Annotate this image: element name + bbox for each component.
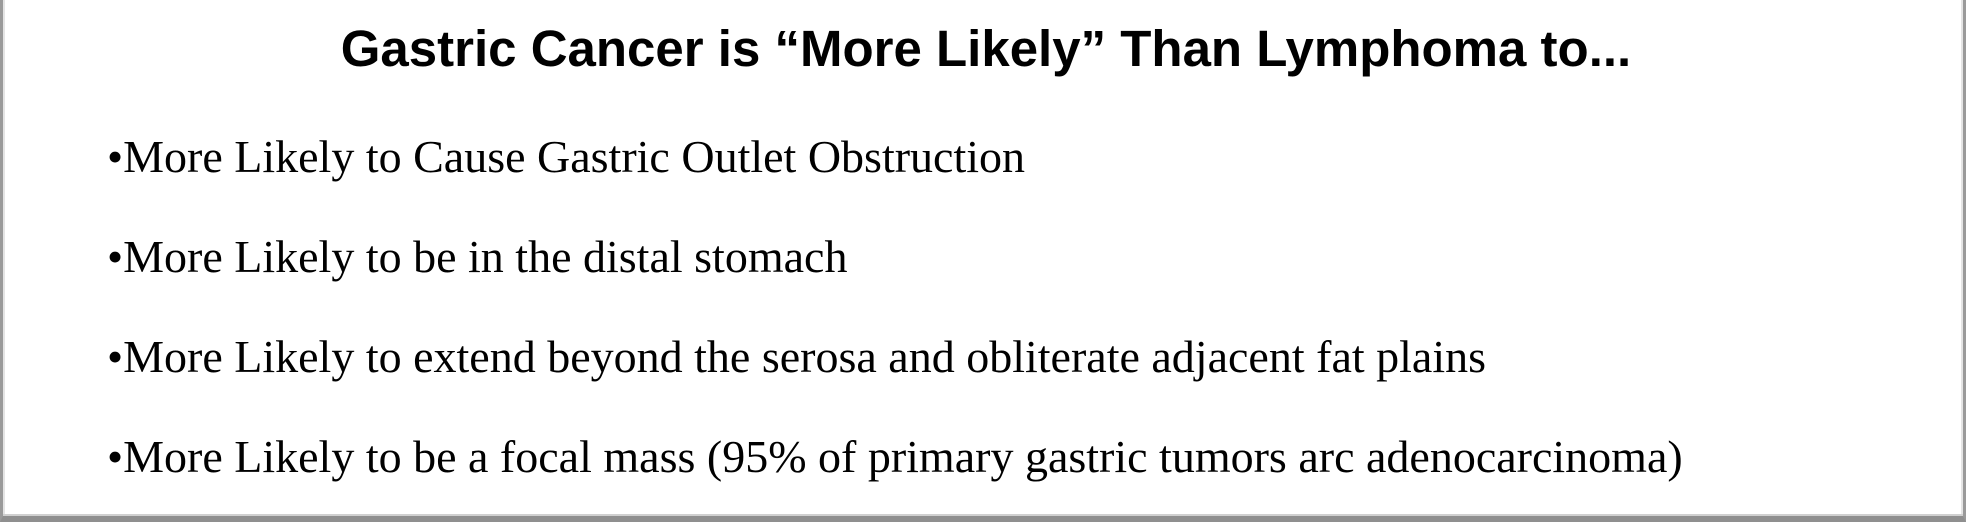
bullet-text: More Likely to be a focal mass (95% of p…: [123, 431, 1683, 482]
bullet-text: More Likely to be in the distal stomach: [123, 231, 848, 282]
bullet-item: •More Likely to be a focal mass (95% of …: [107, 424, 1683, 524]
bullet-item: •More Likely to extend beyond the serosa…: [107, 324, 1683, 424]
bullet-item: •More Likely to Cause Gastric Outlet Obs…: [107, 124, 1683, 224]
bullet-item: •More Likely to be in the distal stomach: [107, 224, 1683, 324]
bullet-icon: •: [107, 231, 124, 282]
bullet-text: More Likely to Cause Gastric Outlet Obst…: [123, 131, 1026, 182]
bullet-icon: •: [107, 131, 124, 182]
bullet-icon: •: [107, 331, 124, 382]
slide-title: Gastric Cancer is “More Likely” Than Lym…: [340, 20, 1632, 77]
bullet-list: •More Likely to Cause Gastric Outlet Obs…: [107, 124, 1683, 524]
bullet-text: More Likely to extend beyond the serosa …: [123, 331, 1487, 382]
bullet-icon: •: [107, 431, 124, 482]
